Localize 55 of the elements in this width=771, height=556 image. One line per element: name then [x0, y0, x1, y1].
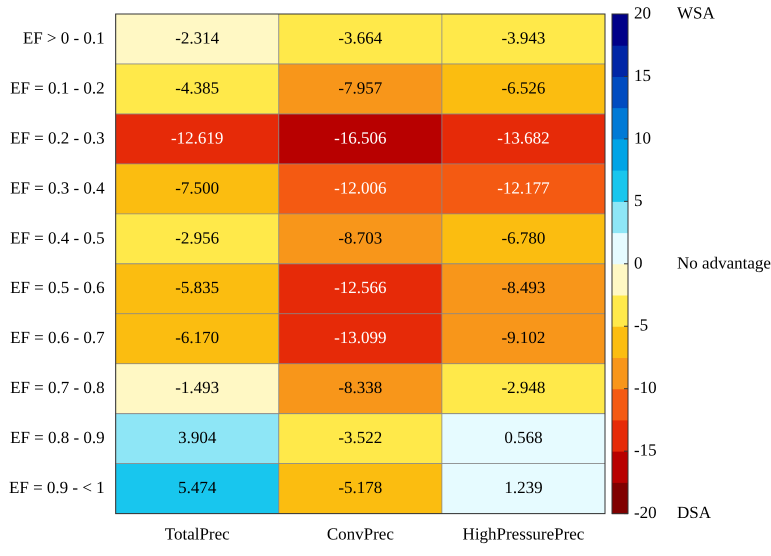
- x-tick-label: HighPressurePrec: [462, 524, 585, 544]
- color-bar-label: -20: [634, 503, 657, 522]
- color-bar-label: -15: [634, 440, 657, 460]
- data-label: -1.493: [175, 378, 220, 398]
- data-label: -12.006: [334, 178, 387, 198]
- y-tick-label: EF > 0 - 0.1: [22, 28, 105, 48]
- y-tick-label: EF = 0.9 - < 1: [8, 478, 105, 498]
- data-label: -13.682: [497, 128, 550, 148]
- y-tick-label: EF = 0.8 - 0.9: [10, 428, 105, 448]
- text: DSA: [677, 503, 712, 522]
- y-tick-label: EF = 0.4 - 0.5: [10, 228, 105, 248]
- data-label: 3.904: [178, 428, 217, 448]
- data-label: -12.619: [171, 128, 224, 148]
- text: WSA: [677, 3, 716, 22]
- data-label: -8.703: [338, 228, 382, 248]
- data-label: -8.493: [501, 278, 546, 298]
- data-label: -6.526: [501, 78, 546, 98]
- color-bar-label: 15: [634, 66, 651, 85]
- text: No advantage: [677, 253, 771, 272]
- x-tick-label: ConvPrec: [326, 524, 394, 544]
- data-label: -3.943: [501, 28, 546, 48]
- data-label: -6.780: [501, 228, 546, 248]
- color-bar-label: 20: [634, 3, 651, 22]
- data-label: -5.835: [175, 278, 220, 298]
- data-label: -2.948: [501, 378, 546, 398]
- data-label: -9.102: [501, 328, 546, 348]
- data-label: -12.566: [334, 278, 387, 298]
- data-label: -2.956: [175, 228, 220, 248]
- data-label: -8.338: [338, 378, 382, 398]
- color-bar-label: 10: [634, 128, 651, 148]
- y-tick-label: EF = 0.7 - 0.8: [10, 378, 105, 398]
- color-bar-label: -5: [634, 316, 648, 335]
- color-bar-label: -10: [634, 378, 657, 398]
- data-label: -3.664: [338, 28, 383, 48]
- color-bar-label: 0: [634, 253, 642, 272]
- data-label: -5.178: [338, 478, 382, 498]
- data-label: -12.177: [497, 178, 550, 198]
- y-tick-label: EF = 0.5 - 0.6: [10, 278, 105, 298]
- data-label: -13.099: [334, 328, 387, 348]
- y-tick-label: EF = 0.6 - 0.7: [10, 328, 106, 348]
- y-tick-label: EF = 0.1 - 0.2: [10, 78, 105, 98]
- data-label: 1.239: [504, 478, 543, 498]
- data-label: -3.522: [338, 428, 382, 448]
- data-label: 0.568: [504, 428, 543, 448]
- y-tick-label: EF = 0.3 - 0.4: [10, 178, 106, 198]
- data-label: -7.500: [175, 178, 220, 198]
- data-label: -7.957: [338, 78, 383, 98]
- data-label: 5.474: [178, 478, 217, 498]
- data-label: -2.314: [175, 28, 220, 48]
- y-tick-label: EF = 0.2 - 0.3: [10, 128, 105, 148]
- data-label: -4.385: [175, 78, 220, 98]
- data-label: -16.506: [334, 128, 387, 148]
- x-tick-label: TotalPrec: [164, 524, 230, 544]
- color-bar-label: 5: [634, 190, 642, 210]
- data-label: -6.170: [175, 328, 220, 348]
